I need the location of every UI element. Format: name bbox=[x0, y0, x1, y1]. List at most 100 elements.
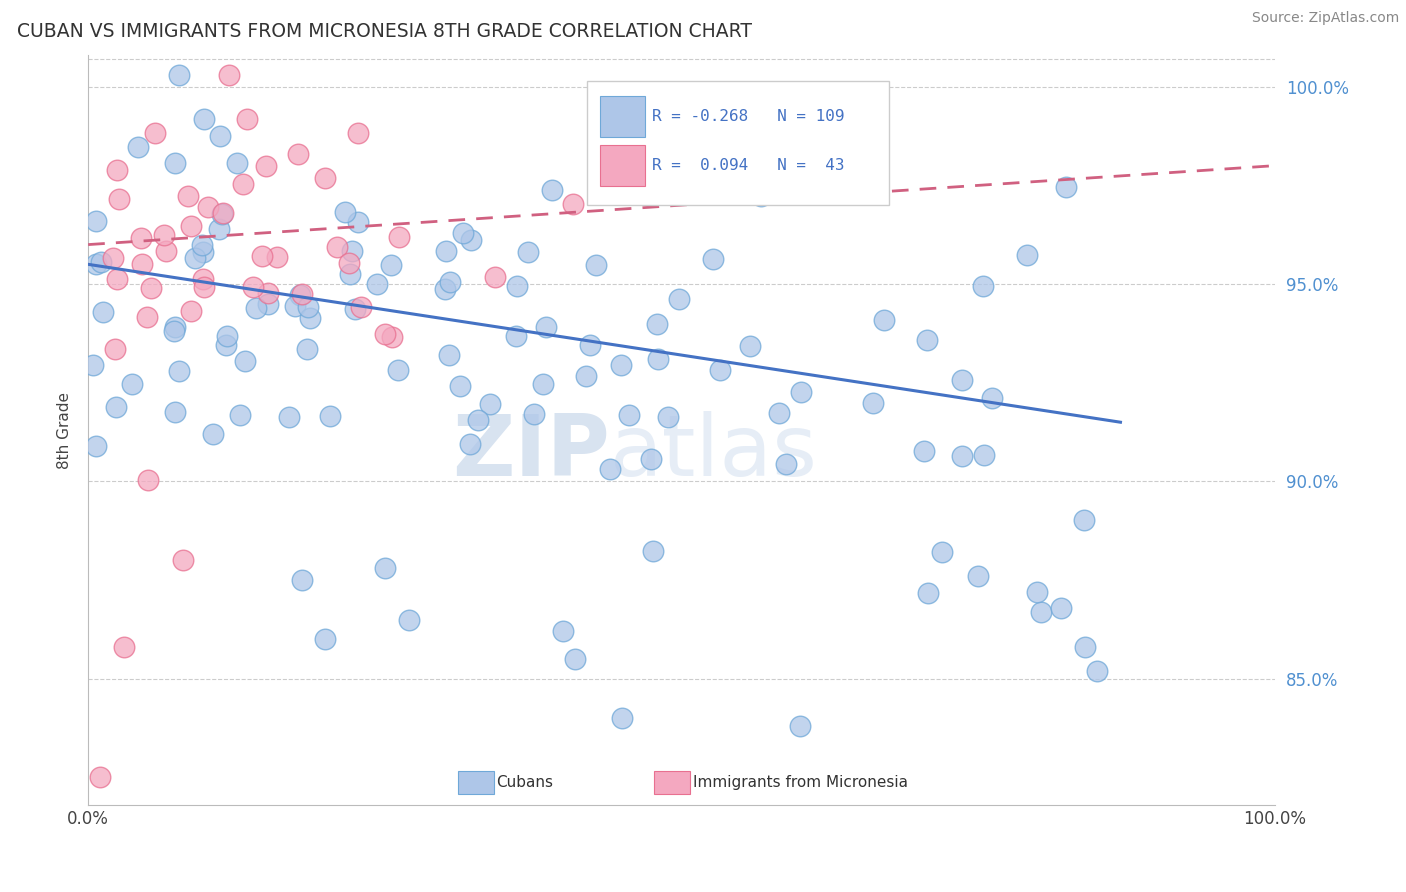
Point bbox=[599, 462, 621, 476]
Point bbox=[193, 280, 215, 294]
Point bbox=[950, 373, 973, 387]
Point bbox=[101, 251, 124, 265]
Point bbox=[163, 324, 186, 338]
Point bbox=[862, 396, 884, 410]
Point bbox=[434, 244, 457, 259]
Point bbox=[967, 569, 990, 583]
Point bbox=[215, 338, 238, 352]
Point bbox=[740, 339, 762, 353]
Point bbox=[254, 159, 277, 173]
Point bbox=[163, 405, 186, 419]
Point bbox=[155, 244, 177, 258]
Text: atlas: atlas bbox=[610, 411, 818, 494]
Point bbox=[184, 252, 207, 266]
Point bbox=[163, 156, 186, 170]
Point bbox=[751, 188, 773, 202]
Point bbox=[326, 239, 349, 253]
Point bbox=[1054, 180, 1077, 194]
Point bbox=[218, 68, 240, 82]
Point bbox=[335, 205, 357, 219]
Point bbox=[1085, 664, 1108, 678]
Point bbox=[610, 358, 633, 372]
Point bbox=[574, 369, 596, 384]
Point bbox=[314, 171, 336, 186]
Point bbox=[91, 305, 114, 319]
Point bbox=[112, 640, 135, 655]
Point bbox=[131, 257, 153, 271]
Point bbox=[709, 363, 731, 377]
Point bbox=[972, 279, 994, 293]
Text: Source: ZipAtlas.com: Source: ZipAtlas.com bbox=[1251, 11, 1399, 25]
Point bbox=[314, 632, 336, 647]
FancyBboxPatch shape bbox=[586, 81, 889, 205]
Point bbox=[180, 303, 202, 318]
Point bbox=[931, 545, 953, 559]
Point bbox=[374, 561, 396, 575]
Point bbox=[531, 377, 554, 392]
Point bbox=[640, 451, 662, 466]
Point bbox=[789, 719, 811, 733]
Point bbox=[912, 443, 935, 458]
Point bbox=[165, 319, 187, 334]
Point bbox=[107, 163, 129, 178]
Point bbox=[232, 177, 254, 191]
Point bbox=[90, 254, 112, 268]
Point bbox=[89, 771, 111, 785]
Point bbox=[211, 206, 233, 220]
Point bbox=[318, 409, 340, 423]
Point bbox=[950, 449, 973, 463]
Point bbox=[1050, 600, 1073, 615]
Point bbox=[768, 406, 790, 420]
Point bbox=[201, 426, 224, 441]
Point bbox=[197, 200, 219, 214]
Point bbox=[917, 333, 939, 347]
Point bbox=[277, 410, 299, 425]
Point bbox=[84, 439, 107, 453]
Point bbox=[775, 457, 797, 471]
Point bbox=[523, 407, 546, 421]
FancyBboxPatch shape bbox=[599, 96, 644, 136]
Point bbox=[439, 348, 461, 362]
Point bbox=[337, 256, 360, 270]
Point bbox=[290, 288, 312, 302]
Point bbox=[564, 652, 586, 666]
FancyBboxPatch shape bbox=[458, 772, 494, 794]
Point bbox=[585, 258, 607, 272]
Point bbox=[245, 301, 267, 315]
Point bbox=[484, 269, 506, 284]
Point bbox=[374, 326, 396, 341]
Point bbox=[505, 329, 527, 343]
Point bbox=[562, 197, 585, 211]
Text: CUBAN VS IMMIGRANTS FROM MICRONESIA 8TH GRADE CORRELATION CHART: CUBAN VS IMMIGRANTS FROM MICRONESIA 8TH … bbox=[17, 22, 752, 41]
Point bbox=[191, 272, 214, 286]
Point bbox=[617, 408, 640, 422]
Y-axis label: 8th Grade: 8th Grade bbox=[58, 392, 72, 468]
Point bbox=[226, 156, 249, 170]
Point bbox=[439, 275, 461, 289]
Point bbox=[136, 473, 159, 487]
Point bbox=[84, 257, 107, 271]
Point bbox=[104, 401, 127, 415]
Point bbox=[250, 249, 273, 263]
Point bbox=[291, 573, 314, 587]
Point bbox=[449, 379, 471, 393]
Point bbox=[169, 363, 191, 377]
Point bbox=[973, 448, 995, 462]
Point bbox=[208, 128, 231, 143]
Point bbox=[702, 252, 724, 266]
Point bbox=[433, 282, 456, 296]
Point bbox=[153, 228, 176, 243]
Point bbox=[121, 376, 143, 391]
Point bbox=[387, 362, 409, 376]
Point bbox=[235, 353, 257, 368]
Point bbox=[229, 408, 252, 422]
Point bbox=[458, 437, 481, 451]
Point bbox=[1074, 640, 1097, 655]
Text: ZIP: ZIP bbox=[453, 411, 610, 494]
Point bbox=[789, 384, 811, 399]
Point bbox=[291, 286, 314, 301]
Text: R = -0.268   N = 109: R = -0.268 N = 109 bbox=[652, 109, 844, 124]
Point bbox=[647, 352, 669, 367]
Point bbox=[217, 328, 239, 343]
Point bbox=[344, 302, 367, 317]
